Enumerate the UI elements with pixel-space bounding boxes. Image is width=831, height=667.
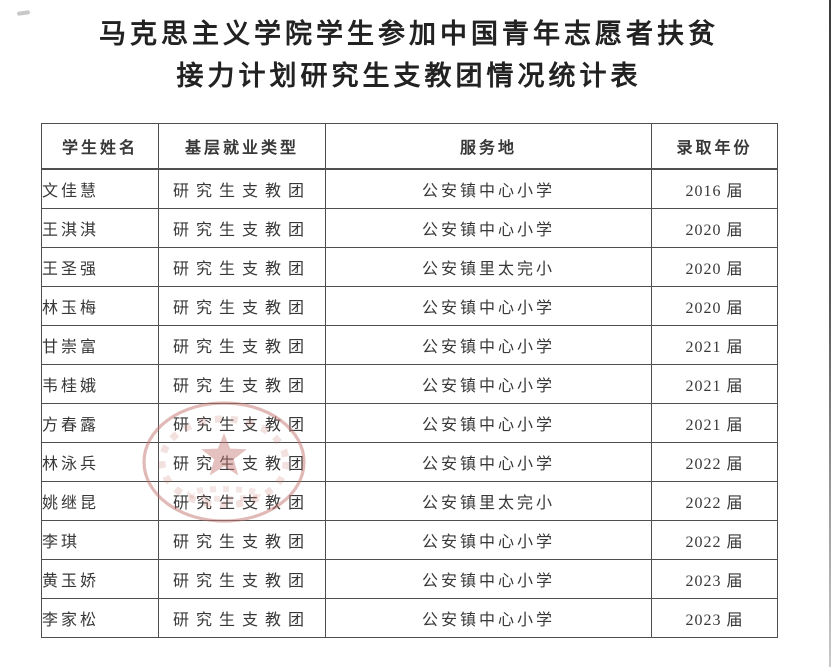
- cell-service-location: 公安镇里太完小: [325, 247, 652, 287]
- column-header-employment-type: 基层就业类型: [158, 123, 326, 170]
- cell-admission-year: 2021 届: [651, 325, 778, 365]
- cell-service-location: 公安镇里太完小: [325, 481, 652, 521]
- table-row: 文佳慧 研究生支教团 公安镇中心小学 2016 届: [41, 168, 778, 209]
- cell-student-name: 韦桂娥: [41, 364, 159, 404]
- table-row: 王淇淇 研究生支教团 公安镇中心小学 2020 届: [41, 208, 778, 248]
- cell-student-name: 王圣强: [41, 247, 159, 287]
- cell-employment-type: 研究生支教团: [158, 168, 326, 209]
- cell-admission-year: 2016 届: [651, 168, 778, 209]
- cell-service-location: 公安镇中心小学: [325, 559, 652, 599]
- cell-student-name: 李琪: [41, 520, 159, 560]
- cell-admission-year: 2022 届: [651, 442, 778, 482]
- cell-student-name: 李家松: [41, 598, 159, 638]
- cell-student-name: 王淇淇: [41, 208, 159, 248]
- table-row: 李琪 研究生支教团 公安镇中心小学 2022 届: [41, 520, 778, 560]
- cell-admission-year: 2021 届: [651, 364, 778, 404]
- cell-admission-year: 2022 届: [651, 481, 778, 521]
- table-row: 方春露 研究生支教团 公安镇中心小学 2021 届: [41, 403, 778, 443]
- cell-service-location: 公安镇中心小学: [325, 325, 652, 365]
- column-header-admission-year: 录取年份: [651, 123, 778, 170]
- cell-service-location: 公安镇中心小学: [325, 364, 652, 404]
- document-title-line1: 马克思主义学院学生参加中国青年志愿者扶贫: [99, 19, 719, 49]
- cell-admission-year: 2020 届: [651, 286, 778, 326]
- cell-employment-type: 研究生支教团: [158, 559, 326, 599]
- cell-employment-type: 研究生支教团: [158, 403, 326, 443]
- cell-service-location: 公安镇中心小学: [325, 286, 652, 326]
- cell-employment-type: 研究生支教团: [158, 598, 326, 638]
- table-row: 王圣强 研究生支教团 公安镇里太完小 2020 届: [41, 247, 778, 287]
- cell-student-name: 黄玉娇: [41, 559, 159, 599]
- table-header-row: 学生姓名 基层就业类型 服务地 录取年份: [41, 123, 778, 170]
- table-row: 姚继昆 研究生支教团 公安镇里太完小 2022 届: [41, 481, 778, 521]
- document-title: 马克思主义学院学生参加中国青年志愿者扶贫 接力计划研究生支教团情况统计表: [0, 13, 818, 97]
- cell-employment-type: 研究生支教团: [158, 325, 326, 365]
- table-row: 黄玉娇 研究生支教团 公安镇中心小学 2023 届: [41, 559, 778, 599]
- cell-student-name: 林泳兵: [41, 442, 159, 482]
- cell-employment-type: 研究生支教团: [158, 442, 326, 482]
- cell-admission-year: 2023 届: [651, 598, 778, 638]
- column-header-service-location: 服务地: [325, 123, 652, 170]
- cell-student-name: 方春露: [41, 403, 159, 443]
- cell-service-location: 公安镇中心小学: [325, 598, 652, 638]
- cell-admission-year: 2021 届: [651, 403, 778, 443]
- cell-employment-type: 研究生支教团: [158, 247, 326, 287]
- cell-service-location: 公安镇中心小学: [325, 168, 652, 209]
- cell-admission-year: 2023 届: [651, 559, 778, 599]
- statistics-table: 学生姓名 基层就业类型 服务地 录取年份 文佳慧 研究生支教团 公安镇中心小学 …: [41, 123, 778, 638]
- cell-admission-year: 2020 届: [651, 208, 778, 248]
- scan-edge-line: [829, 0, 831, 667]
- cell-employment-type: 研究生支教团: [158, 286, 326, 326]
- table-row: 李家松 研究生支教团 公安镇中心小学 2023 届: [41, 598, 778, 638]
- column-header-student-name: 学生姓名: [41, 123, 159, 170]
- cell-employment-type: 研究生支教团: [158, 364, 326, 404]
- table-row: 林泳兵 研究生支教团 公安镇中心小学 2022 届: [41, 442, 778, 482]
- cell-service-location: 公安镇中心小学: [325, 208, 652, 248]
- cell-student-name: 林玉梅: [41, 286, 159, 326]
- cell-student-name: 甘崇富: [41, 325, 159, 365]
- document-title-line2: 接力计划研究生支教团情况统计表: [176, 61, 642, 91]
- table-body: 文佳慧 研究生支教团 公安镇中心小学 2016 届 王淇淇 研究生支教团 公安镇…: [41, 168, 778, 638]
- cell-service-location: 公安镇中心小学: [325, 520, 652, 560]
- cell-admission-year: 2022 届: [651, 520, 778, 560]
- cell-student-name: 姚继昆: [41, 481, 159, 521]
- table-row: 韦桂娥 研究生支教团 公安镇中心小学 2021 届: [41, 364, 778, 404]
- cell-employment-type: 研究生支教团: [158, 520, 326, 560]
- cell-employment-type: 研究生支教团: [158, 208, 326, 248]
- cell-student-name: 文佳慧: [41, 168, 159, 209]
- cell-employment-type: 研究生支教团: [158, 481, 326, 521]
- table-row: 甘崇富 研究生支教团 公安镇中心小学 2021 届: [41, 325, 778, 365]
- cell-admission-year: 2020 届: [651, 247, 778, 287]
- cell-service-location: 公安镇中心小学: [325, 442, 652, 482]
- cell-service-location: 公安镇中心小学: [325, 403, 652, 443]
- table-row: 林玉梅 研究生支教团 公安镇中心小学 2020 届: [41, 286, 778, 326]
